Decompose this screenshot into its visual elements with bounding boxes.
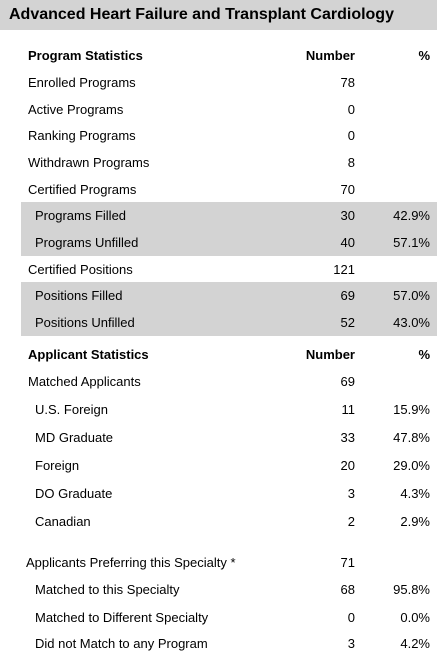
row-number: 52 — [340, 315, 355, 330]
row-number: 33 — [340, 430, 355, 445]
applicant-stats-title: Applicant Statistics — [28, 347, 149, 362]
row-number: 20 — [340, 458, 355, 473]
row-number: 0 — [347, 610, 355, 625]
row-label: Matched to Different Specialty — [35, 610, 209, 625]
row-number: 78 — [340, 75, 355, 90]
row-percent: 4.3% — [400, 486, 430, 501]
row-number: 11 — [341, 402, 356, 417]
row-label: Canadian — [35, 514, 91, 529]
row-percent: 57.1% — [393, 235, 430, 250]
row-percent: 15.9% — [393, 402, 430, 417]
row-percent: 42.9% — [393, 208, 430, 223]
row-label: DO Graduate — [35, 486, 113, 501]
row-number: 3 — [347, 486, 355, 501]
program-stats-title: Program Statistics — [28, 48, 143, 63]
number-column-header: Number — [305, 347, 355, 362]
row-label: U.S. Foreign — [35, 402, 108, 417]
row-label: Matched Applicants — [28, 374, 141, 389]
page-title: Advanced Heart Failure and Transplant Ca… — [9, 6, 394, 23]
number-column-header: Number — [305, 48, 355, 63]
row-number: 68 — [340, 582, 355, 597]
row-percent: 43.0% — [393, 315, 430, 330]
positions-fill-band — [21, 282, 437, 336]
row-number: 3 — [347, 636, 355, 651]
row-number: 71 — [340, 555, 355, 570]
row-number: 70 — [340, 182, 355, 197]
title-bar: Advanced Heart Failure and Transplant Ca… — [0, 0, 437, 30]
row-percent: 57.0% — [393, 288, 430, 303]
row-number: 121 — [333, 262, 355, 277]
row-label: Certified Positions — [28, 262, 133, 277]
row-percent: 29.0% — [393, 458, 430, 473]
row-number: 8 — [347, 155, 355, 170]
row-number: 69 — [340, 288, 355, 303]
row-label: Ranking Programs — [28, 128, 136, 143]
row-percent: 47.8% — [393, 430, 430, 445]
row-percent: 4.2% — [400, 636, 430, 651]
row-label: Withdrawn Programs — [28, 155, 150, 170]
row-number: 30 — [340, 208, 355, 223]
row-percent: 0.0% — [400, 610, 430, 625]
row-percent: 95.8% — [393, 582, 430, 597]
percent-column-header: % — [418, 347, 430, 362]
row-label: Applicants Preferring this Specialty * — [26, 555, 236, 570]
row-label: MD Graduate — [35, 430, 114, 445]
row-label: Active Programs — [28, 102, 124, 117]
row-label: Foreign — [35, 458, 80, 473]
row-label: Certified Programs — [28, 182, 137, 197]
percent-column-header: % — [418, 48, 430, 63]
row-label: Programs Unfilled — [35, 235, 139, 250]
row-label: Did not Match to any Program — [35, 636, 208, 651]
row-number: 40 — [340, 235, 355, 250]
row-number: 0 — [347, 128, 355, 143]
row-label: Matched to this Specialty — [35, 582, 180, 597]
row-number: 2 — [347, 514, 355, 529]
row-label: Programs Filled — [35, 208, 127, 223]
programs-fill-band — [21, 202, 437, 256]
row-label: Positions Filled — [35, 288, 123, 303]
row-number: 69 — [340, 374, 355, 389]
row-number: 0 — [347, 102, 355, 117]
row-label: Enrolled Programs — [28, 75, 136, 90]
row-label: Positions Unfilled — [35, 315, 135, 330]
row-percent: 2.9% — [400, 514, 430, 529]
